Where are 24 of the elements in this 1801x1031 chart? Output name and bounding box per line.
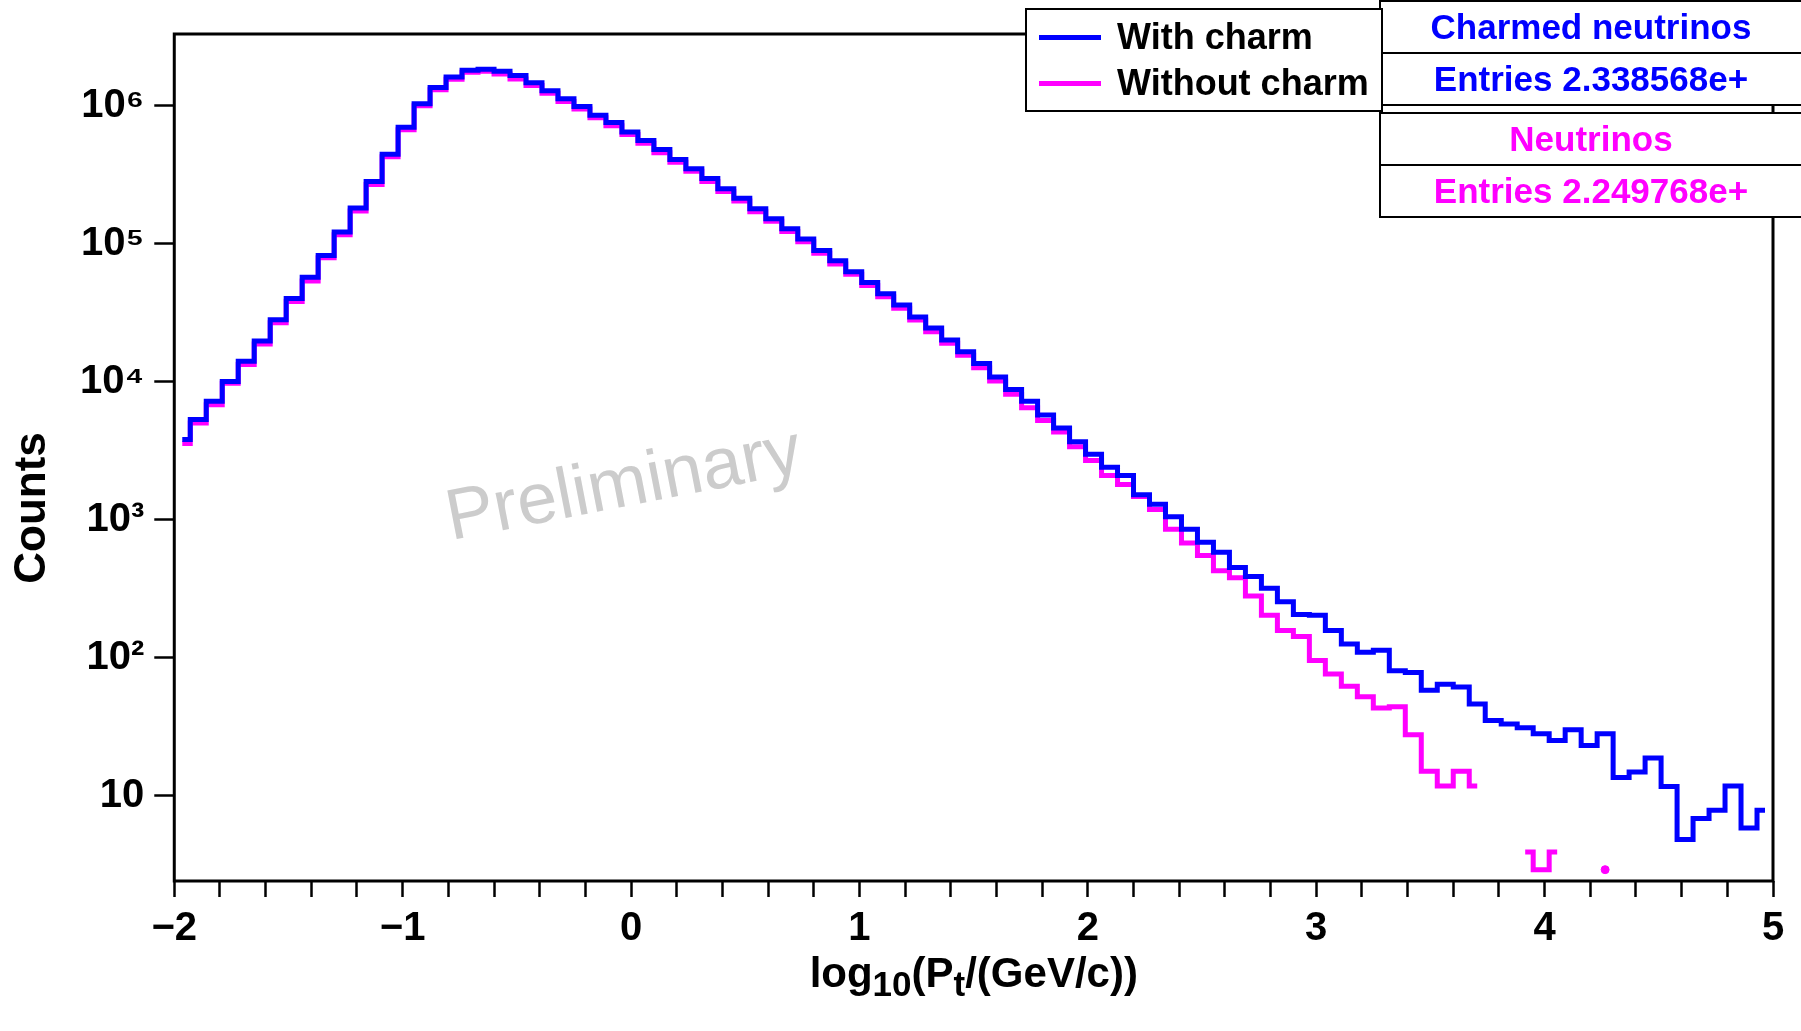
x-tick-label: 1: [848, 904, 871, 949]
x-tick-label: −1: [379, 904, 426, 949]
x-tick-label: 3: [1305, 904, 1328, 949]
y-tick-label: 10²: [86, 632, 145, 677]
x-tick-label: 5: [1761, 904, 1785, 949]
annotation: Neutrinos: [1508, 118, 1674, 160]
annotation: Entries 2.249768e+: [1381, 164, 1801, 216]
x-tick-label: −2: [151, 904, 198, 949]
stats-box: Neutrinos Entries 2.249768e+: [1379, 112, 1801, 218]
annotation: Entries 2.338568e+: [1381, 52, 1801, 104]
y-tick-label: 10⁶: [81, 80, 145, 125]
legend-label: With charm: [1117, 16, 1313, 58]
x-tick-label: 4: [1533, 904, 1557, 949]
y-axis-title: Counts: [4, 431, 55, 584]
x-tick-label: 0: [619, 904, 643, 949]
y-tick-label: 10³: [86, 494, 145, 539]
y-tick-label: 10⁴: [80, 356, 145, 401]
x-tick-label: 2: [1076, 904, 1099, 949]
stats-box: Charmed neutrinos Entries 2.338568e+: [1379, 0, 1801, 106]
annotation: Charmed neutrinos: [1429, 6, 1753, 48]
x-axis-title: log$_{10}$(P$_{t}$/(GeV/c)): [809, 949, 1138, 1005]
y-tick-label: 10⁵: [81, 218, 145, 263]
y-tick-label: 10: [99, 770, 145, 815]
legend-label: Without charm: [1117, 62, 1369, 104]
